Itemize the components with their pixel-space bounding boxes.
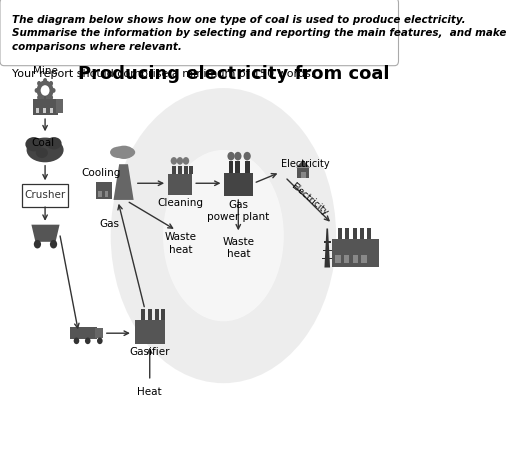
Polygon shape [114,164,134,200]
Ellipse shape [244,152,251,160]
Bar [104,191,108,197]
Bar [161,309,165,320]
Circle shape [34,240,41,248]
Ellipse shape [227,152,234,160]
Bar [42,108,46,113]
Ellipse shape [234,152,242,160]
Bar [44,91,46,101]
Circle shape [97,337,102,344]
Bar [335,255,340,263]
Ellipse shape [114,146,134,159]
Bar [98,191,102,197]
Bar [55,99,63,113]
Bar [96,182,112,199]
Bar [367,228,371,239]
FancyBboxPatch shape [22,184,68,207]
Circle shape [49,95,53,100]
Ellipse shape [111,88,336,383]
Bar [361,255,367,263]
Text: Cooling: Cooling [82,169,121,178]
Bar [332,239,379,267]
Polygon shape [325,228,330,268]
Circle shape [74,337,79,344]
Circle shape [50,240,57,248]
Circle shape [37,80,54,100]
Bar [33,99,58,115]
Bar [346,228,349,239]
Bar [302,172,306,178]
Bar [324,241,331,243]
Bar [189,166,193,174]
Circle shape [37,81,41,86]
Text: Waste
heat: Waste heat [222,237,254,259]
FancyBboxPatch shape [0,0,398,66]
Bar [297,168,309,178]
Bar [36,108,39,113]
Text: Electricity: Electricity [289,181,329,217]
Bar [224,173,253,196]
Text: Heat: Heat [137,387,162,397]
Text: Gas: Gas [99,218,119,229]
Circle shape [40,85,50,96]
Polygon shape [296,160,310,168]
Text: Cleaning: Cleaning [157,198,203,208]
Ellipse shape [36,148,48,158]
Bar [168,174,193,195]
Circle shape [37,95,41,100]
Bar [344,255,349,263]
Circle shape [43,78,47,83]
Bar [322,258,332,259]
Ellipse shape [110,147,127,158]
Text: Electricity: Electricity [281,159,330,169]
Ellipse shape [170,157,177,165]
Ellipse shape [27,138,63,162]
Bar [155,309,159,320]
Text: Gas
power plant: Gas power plant [207,200,269,222]
Bar [353,255,358,263]
Bar [178,166,182,174]
Bar [148,309,152,320]
Polygon shape [31,225,59,242]
Ellipse shape [183,157,189,165]
Circle shape [52,88,55,93]
Bar [95,328,103,338]
Text: Summarise the information by selecting and reporting the main features,  and mak: Summarise the information by selecting a… [12,28,506,38]
Text: Coal: Coal [31,138,54,148]
Ellipse shape [163,150,284,321]
Circle shape [49,81,53,86]
Circle shape [43,98,47,103]
Bar [141,309,145,320]
Bar [184,166,188,174]
Text: Mine: Mine [33,66,57,76]
Text: comparisons where relevant.: comparisons where relevant. [12,42,182,52]
Text: Waste
heat: Waste heat [164,232,196,255]
Bar [353,228,357,239]
Bar [172,166,176,174]
Bar [338,228,342,239]
Circle shape [35,88,38,93]
Bar [360,228,364,239]
Ellipse shape [120,148,135,157]
Bar [135,320,165,344]
Bar [245,161,249,173]
Text: Producing electricity from coal: Producing electricity from coal [78,65,389,83]
Text: Crusher: Crusher [25,190,66,200]
Bar [323,250,332,251]
Text: Your report should comprise a minimum of 150 words.: Your report should comprise a minimum of… [12,69,314,79]
Text: Gasifier: Gasifier [130,347,170,357]
Ellipse shape [26,137,42,151]
Bar [71,327,97,339]
Text: The diagram below shows how one type of coal is used to produce electricity.: The diagram below shows how one type of … [12,15,466,25]
Circle shape [85,337,91,344]
Bar [236,161,240,173]
Bar [229,161,233,173]
Ellipse shape [46,137,61,149]
Ellipse shape [177,157,183,165]
Bar [50,108,53,113]
